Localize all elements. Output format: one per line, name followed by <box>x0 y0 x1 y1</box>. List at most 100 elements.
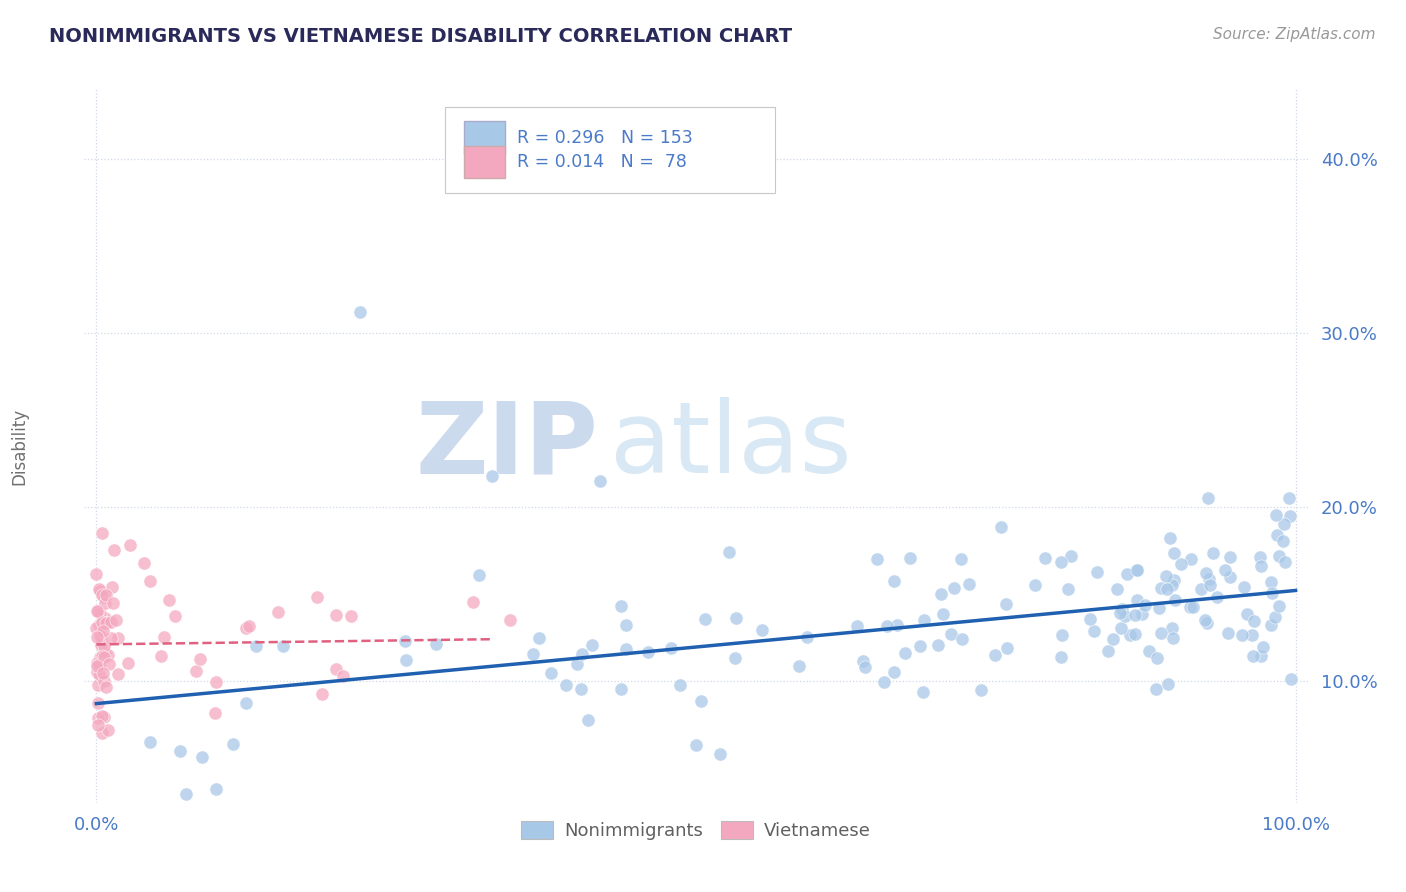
Point <box>107 666 129 681</box>
Point <box>1268 599 1291 613</box>
Point <box>939 627 962 641</box>
FancyBboxPatch shape <box>446 107 776 193</box>
Point <box>1085 565 1108 579</box>
Point <box>883 665 905 679</box>
Point <box>90 638 112 652</box>
Point <box>91 588 114 602</box>
Point <box>1241 648 1264 663</box>
Point <box>1126 593 1149 607</box>
Text: ZIP: ZIP <box>415 398 598 494</box>
Point <box>94 596 117 610</box>
Point <box>184 664 207 678</box>
Point <box>983 648 1005 662</box>
Point <box>787 658 810 673</box>
Point <box>1197 616 1219 631</box>
Point <box>571 648 593 662</box>
Point <box>690 694 713 708</box>
Point <box>898 550 921 565</box>
Point <box>669 677 692 691</box>
Point <box>395 653 418 667</box>
Point <box>235 621 257 635</box>
Point <box>1050 627 1073 641</box>
Point <box>103 596 125 610</box>
Point <box>894 646 917 660</box>
Point <box>1125 607 1147 622</box>
Point <box>846 619 869 633</box>
Point <box>1114 609 1136 624</box>
Point <box>1233 580 1256 594</box>
Point <box>614 618 637 632</box>
Point <box>86 566 108 581</box>
Point <box>1161 621 1184 635</box>
Point <box>1133 599 1156 613</box>
Y-axis label: Disability: Disability <box>11 408 28 484</box>
Point <box>117 656 139 670</box>
Point <box>94 680 117 694</box>
Point <box>89 649 111 664</box>
Point <box>139 735 162 749</box>
Point <box>576 713 599 727</box>
Point <box>91 666 114 681</box>
Point <box>876 619 898 633</box>
Point <box>589 474 612 488</box>
Point <box>87 696 110 710</box>
Point <box>1197 491 1219 505</box>
Point <box>522 647 544 661</box>
Point <box>205 674 228 689</box>
Point <box>311 687 333 701</box>
Point <box>90 649 112 664</box>
Point <box>188 651 211 665</box>
Point <box>332 669 354 683</box>
Point <box>950 632 973 646</box>
Point <box>1219 550 1241 565</box>
Point <box>1180 551 1202 566</box>
Point <box>1260 617 1282 632</box>
Point <box>134 556 156 570</box>
Point <box>1125 563 1147 577</box>
Point <box>1144 681 1167 696</box>
Point <box>96 588 118 602</box>
Point <box>932 607 955 622</box>
Point <box>614 642 637 657</box>
Point <box>555 678 578 692</box>
Text: NONIMMIGRANTS VS VIETNAMESE DISABILITY CORRELATION CHART: NONIMMIGRANTS VS VIETNAMESE DISABILITY C… <box>49 27 793 45</box>
Point <box>152 630 174 644</box>
Point <box>86 659 108 673</box>
Point <box>1146 651 1168 665</box>
Point <box>1154 569 1177 583</box>
Point <box>1149 581 1171 595</box>
Point <box>1161 631 1184 645</box>
Point <box>709 747 731 761</box>
Point <box>1123 627 1146 641</box>
Text: R = 0.014   N =  78: R = 0.014 N = 78 <box>517 153 688 171</box>
Point <box>87 604 110 618</box>
Point <box>1250 648 1272 663</box>
Point <box>990 520 1012 534</box>
Point <box>796 631 818 645</box>
Point <box>529 631 551 645</box>
Point <box>104 613 127 627</box>
Point <box>118 538 141 552</box>
Point <box>1080 612 1102 626</box>
Point <box>1265 528 1288 542</box>
Point <box>100 631 122 645</box>
Legend: Nonimmigrants, Vietnamese: Nonimmigrants, Vietnamese <box>513 814 879 847</box>
Point <box>1111 621 1133 635</box>
Point <box>266 605 288 619</box>
Point <box>93 611 115 625</box>
Point <box>149 649 172 664</box>
Point <box>481 468 503 483</box>
Point <box>1083 624 1105 638</box>
Point <box>94 615 117 630</box>
Point <box>1243 615 1265 629</box>
Point <box>174 787 197 801</box>
Point <box>1181 600 1204 615</box>
Point <box>97 648 120 663</box>
Point <box>87 666 110 681</box>
Point <box>394 633 416 648</box>
Point <box>751 623 773 637</box>
Point <box>957 577 980 591</box>
FancyBboxPatch shape <box>464 145 505 178</box>
Point <box>1097 644 1119 658</box>
Point <box>91 726 114 740</box>
